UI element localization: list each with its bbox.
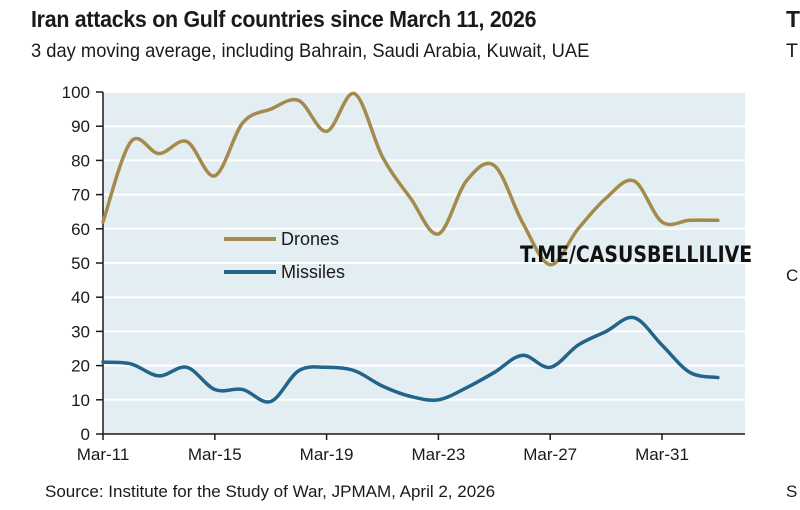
y-tick-label: 20 bbox=[71, 357, 90, 376]
series-lines bbox=[101, 91, 720, 404]
cropped-subtitle-fragment: T bbox=[786, 40, 798, 62]
cropped-title-fragment: T bbox=[786, 6, 800, 32]
x-tick-label: Mar-31 bbox=[635, 445, 689, 464]
gridlines bbox=[103, 91, 745, 401]
cropped-text-fragment: C bbox=[786, 266, 799, 285]
y-tick-label: 90 bbox=[71, 117, 90, 136]
watermark: T.ME/CASUSBELLILIVE bbox=[520, 243, 753, 268]
y-tick-label: 0 bbox=[81, 425, 90, 444]
y-tick-label: 60 bbox=[71, 220, 90, 239]
legend-missiles-label: Missiles bbox=[281, 262, 345, 282]
axes: 0 10 20 30 40 50 60 70 80 90 100 Mar-11 Mar-15 Mar-19… bbox=[62, 83, 745, 464]
x-tick-label: Mar-11 bbox=[77, 445, 130, 464]
y-tick-label: 100 bbox=[62, 83, 90, 102]
y-tick-label: 30 bbox=[71, 322, 90, 341]
legend-drones-label: Drones bbox=[281, 229, 339, 249]
x-tick-label: Mar-19 bbox=[300, 445, 354, 464]
chart-subtitle: 3 day moving average, including Bahrain,… bbox=[31, 40, 590, 62]
series-line-drones bbox=[101, 91, 720, 267]
y-tick-label: 40 bbox=[71, 288, 90, 307]
chart-source: Source: Institute for the Study of War, … bbox=[45, 482, 496, 501]
y-tick-label: 10 bbox=[71, 391, 90, 410]
y-tick-label: 70 bbox=[71, 186, 90, 205]
y-tick-label: 50 bbox=[71, 254, 90, 273]
x-tick-label: Mar-23 bbox=[411, 445, 465, 464]
chart-title: Iran attacks on Gulf countries since Mar… bbox=[31, 6, 537, 32]
legend: Drones Missiles bbox=[224, 229, 345, 282]
x-tick-label: Mar-15 bbox=[188, 445, 242, 464]
cropped-source-fragment: S bbox=[786, 482, 798, 501]
x-tick-label: Mar-27 bbox=[523, 445, 577, 464]
y-tick-label: 80 bbox=[71, 151, 90, 170]
series-line-missiles bbox=[101, 315, 720, 404]
